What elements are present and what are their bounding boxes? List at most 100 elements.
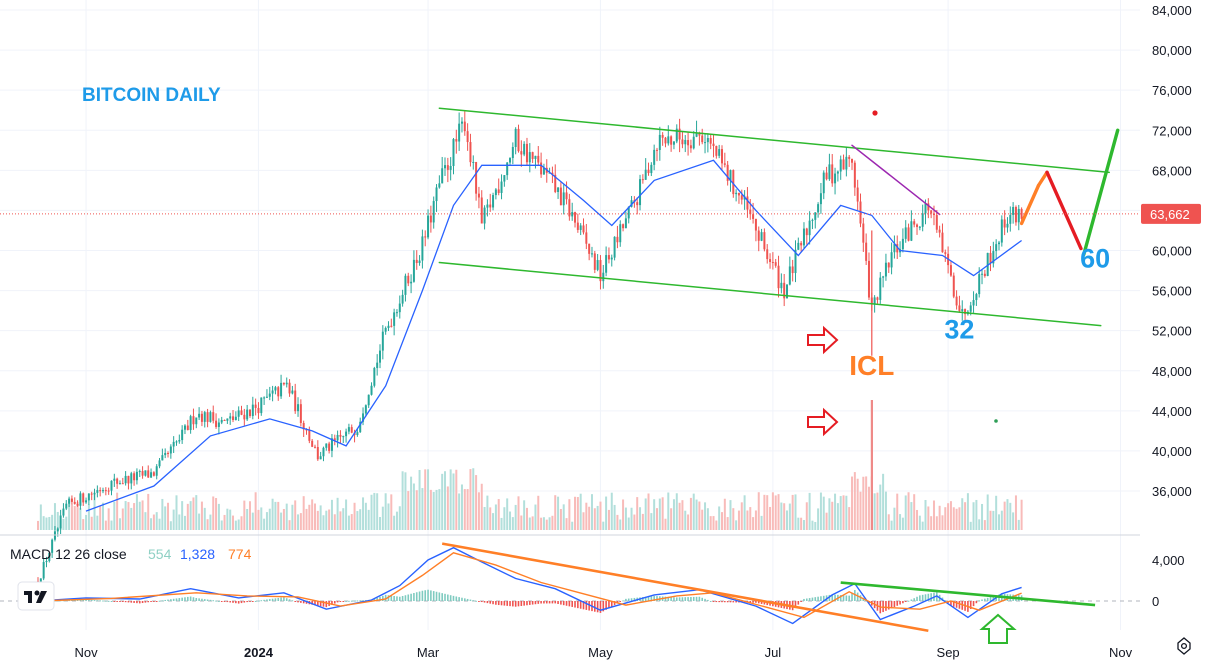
tradingview-logo[interactable] [17, 581, 55, 611]
volume-bar [819, 492, 822, 530]
volume-bar [695, 499, 698, 530]
volume-bar [444, 471, 447, 530]
candle [949, 265, 952, 276]
macd-hist-bar [630, 598, 633, 601]
macd-hist-bar [164, 599, 166, 601]
volume-bar [966, 493, 969, 530]
candle [271, 390, 274, 394]
volume-bar [715, 520, 718, 530]
macd-hist-bar [972, 601, 975, 607]
candle [475, 161, 478, 194]
candle [605, 255, 608, 273]
volume-bar [217, 503, 220, 530]
volume-bar [90, 516, 93, 530]
candle [418, 260, 421, 264]
y-tick-label: 76,000 [1152, 83, 1192, 98]
candle [367, 394, 370, 406]
candle [192, 416, 195, 425]
volume-bar [667, 492, 670, 530]
macd-hist-bar [223, 601, 226, 602]
volume-bar [916, 509, 919, 530]
candle [737, 192, 740, 196]
candle [472, 161, 475, 163]
candle [786, 284, 789, 299]
candle [619, 224, 622, 243]
volume-bar [121, 508, 124, 530]
macd-hist-bar [497, 601, 500, 606]
candle [602, 272, 605, 282]
volume-bar [540, 517, 543, 530]
candle [616, 236, 619, 243]
candle [718, 149, 721, 156]
volume-bar [576, 497, 579, 530]
volume-bar [172, 509, 175, 530]
macd-hist-bar [155, 601, 158, 602]
candle [664, 137, 667, 144]
candle [395, 312, 398, 314]
candle [415, 259, 418, 264]
macd-hist-bar [150, 601, 152, 602]
candle [972, 300, 975, 306]
macd-hist-bar [302, 601, 305, 604]
volume-bar [421, 488, 424, 530]
candle [834, 173, 837, 184]
settings-icon[interactable] [1177, 637, 1191, 655]
candle [754, 218, 757, 231]
candle [1020, 208, 1023, 219]
candle [48, 552, 51, 562]
candle [797, 242, 800, 250]
candle [342, 436, 345, 438]
candle [398, 303, 401, 313]
candle [42, 562, 45, 579]
macd-hist-bar [393, 595, 395, 601]
candle [783, 282, 786, 299]
volume-bar [910, 502, 913, 530]
candle [198, 413, 201, 418]
candle [110, 480, 113, 491]
macd-hist-bar [362, 600, 364, 602]
macd-hist-bar [127, 601, 130, 603]
volume-bar [85, 514, 88, 530]
macd-hist-bar [523, 601, 525, 606]
volume-bar [851, 476, 854, 530]
volume-bar [167, 502, 170, 530]
candle [873, 297, 876, 304]
macd-hist-bar [582, 601, 585, 610]
volume-bar [1006, 499, 1009, 530]
volume-bar [384, 493, 387, 530]
macd-hist-bar [690, 596, 692, 601]
macd-hist-bar [608, 601, 610, 609]
candle [265, 396, 268, 398]
candle [992, 251, 995, 264]
candle [794, 249, 797, 274]
volume-bar [212, 496, 215, 530]
candle [458, 123, 461, 142]
macd-hist-bar [709, 600, 712, 602]
candle [565, 192, 568, 200]
macd-hist-bar [537, 601, 540, 604]
volume-bar [831, 501, 834, 530]
candle [610, 257, 613, 260]
candle [828, 164, 831, 180]
candle [79, 493, 82, 506]
macd-hist-bar [209, 599, 212, 601]
volume-bar [76, 502, 79, 530]
macd-hist-bar [919, 595, 921, 601]
candle [133, 473, 136, 481]
candle [542, 167, 545, 175]
volume-bar [246, 508, 249, 530]
candle [82, 493, 85, 503]
macd-hist-bar [763, 601, 766, 605]
macd-hist-bar [562, 601, 565, 606]
macd-hist-bar [986, 597, 989, 601]
candle [655, 149, 658, 151]
volume-bar [802, 520, 805, 530]
macd-histogram-value: 554 [148, 546, 172, 562]
volume-bar [995, 495, 998, 530]
macd-hist-bar [90, 599, 93, 601]
volume-bar [952, 507, 955, 530]
macd-hist-bar [978, 600, 981, 602]
volume-bar [537, 495, 540, 530]
macd-hist-bar [831, 594, 834, 601]
macd-hist-bar [565, 601, 568, 606]
